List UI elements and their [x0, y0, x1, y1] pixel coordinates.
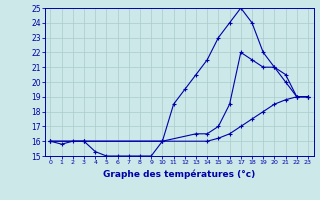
- X-axis label: Graphe des températures (°c): Graphe des températures (°c): [103, 169, 255, 179]
